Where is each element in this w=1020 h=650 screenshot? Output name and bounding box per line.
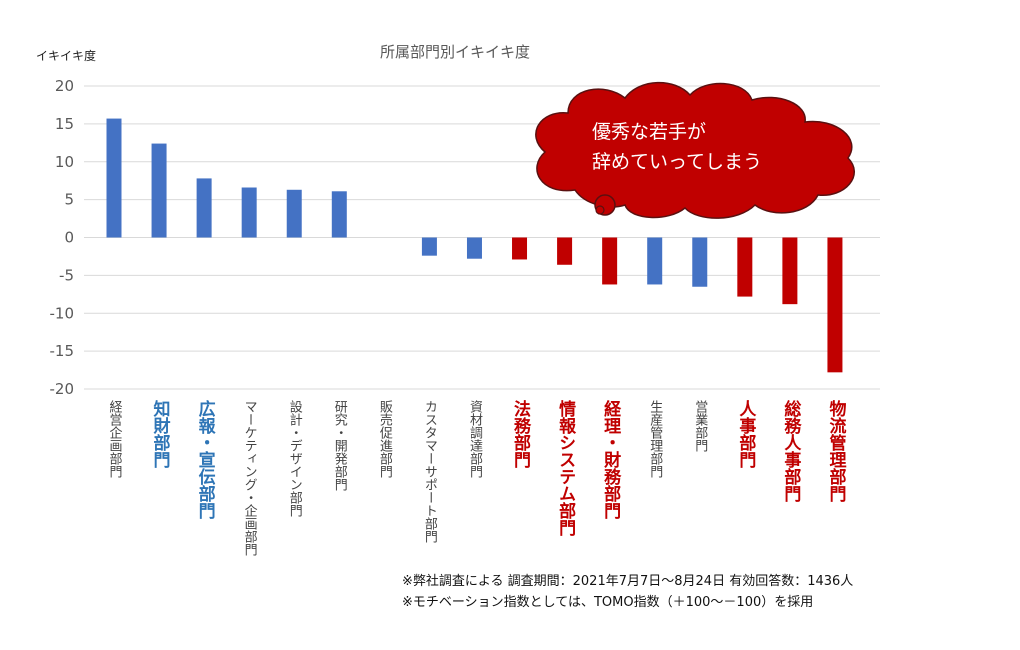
footnote-index-info: ※モチベーション指数としては、TOMO指数（＋100～－100）を採用 bbox=[402, 595, 814, 610]
category-label: 設計・デザイン部門 bbox=[286, 400, 302, 517]
callout-text-line2: 辞めていってしまう bbox=[592, 151, 762, 173]
speech-bubble-cloud bbox=[535, 81, 855, 219]
bar bbox=[827, 237, 843, 373]
category-label: 広報・宣伝部門 bbox=[194, 400, 215, 519]
bar bbox=[737, 237, 753, 297]
category-label: 総務人事部門 bbox=[780, 400, 801, 502]
category-label: 経営企画部門 bbox=[106, 400, 122, 478]
bar bbox=[241, 187, 257, 238]
y-tick-label: 0 bbox=[64, 229, 74, 247]
y-tick-label: 10 bbox=[55, 153, 74, 171]
bars bbox=[106, 118, 843, 373]
bar bbox=[286, 189, 302, 238]
category-label: 法務部門 bbox=[510, 400, 531, 468]
bar bbox=[692, 237, 708, 287]
y-tick-label: 15 bbox=[55, 115, 74, 133]
category-label: 情報システム部門 bbox=[555, 400, 576, 536]
bar bbox=[466, 237, 482, 259]
bar bbox=[196, 178, 212, 238]
callout-tail-dot-small bbox=[595, 205, 605, 215]
category-label: 経理・財務部門 bbox=[600, 400, 621, 519]
bar bbox=[557, 237, 573, 265]
category-label: 研究・開発部門 bbox=[331, 400, 347, 491]
bar bbox=[421, 237, 437, 256]
category-label: 資材調達部門 bbox=[466, 400, 482, 478]
y-tick-label: -5 bbox=[59, 266, 74, 284]
y-tick-label: -20 bbox=[50, 380, 75, 398]
bar bbox=[151, 143, 167, 238]
y-tick-label: -15 bbox=[50, 342, 75, 360]
bar bbox=[602, 237, 618, 285]
y-tick-label: -10 bbox=[50, 304, 75, 322]
category-label: 営業部門 bbox=[692, 400, 708, 452]
y-axis-label: イキイキ度 bbox=[36, 48, 96, 63]
gridlines bbox=[84, 85, 880, 390]
chart-title: 所属部門別イキイキ度 bbox=[380, 43, 530, 61]
category-label: カスタマーサポート部門 bbox=[421, 400, 437, 543]
category-label: 物流管理部門 bbox=[825, 400, 846, 502]
category-label: 知財部門 bbox=[149, 400, 170, 468]
bar bbox=[512, 237, 528, 260]
footnote-survey-info: ※弊社調査による 調査期間：2021年7月7日～8月24日 有効回答数：1436… bbox=[402, 574, 854, 589]
category-label: マーケティング・企画部門 bbox=[241, 400, 257, 556]
category-label: 販売促進部門 bbox=[376, 400, 392, 478]
y-tick-label: 20 bbox=[55, 77, 74, 95]
callout-text-line1: 優秀な若手が bbox=[592, 121, 706, 143]
bar bbox=[647, 237, 663, 285]
y-tick-label: 5 bbox=[64, 191, 74, 209]
category-label: 生産管理部門 bbox=[647, 400, 663, 478]
bar bbox=[106, 118, 122, 238]
y-tick-labels: 20 15 10 5 0 -5 -10 -15 -20 bbox=[50, 77, 75, 398]
category-label: 人事部門 bbox=[735, 400, 756, 468]
speech-bubble-callout: 優秀な若手が 辞めていってしまう bbox=[535, 81, 855, 219]
bar bbox=[331, 191, 347, 238]
bar bbox=[782, 237, 798, 305]
